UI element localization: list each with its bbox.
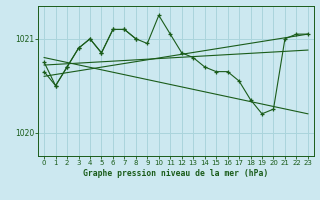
X-axis label: Graphe pression niveau de la mer (hPa): Graphe pression niveau de la mer (hPa) — [84, 169, 268, 178]
